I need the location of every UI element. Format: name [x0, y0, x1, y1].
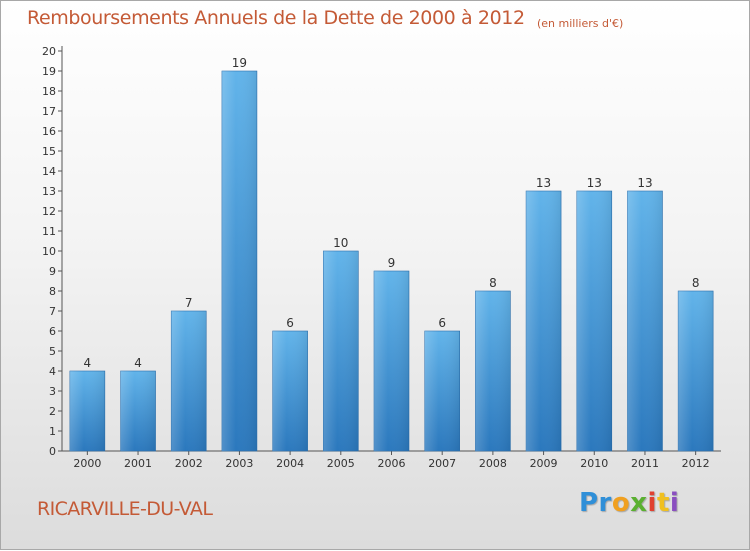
y-tick-label: 14 [42, 165, 56, 178]
x-tick-label: 2002 [175, 457, 203, 470]
bar-highlight [627, 191, 663, 451]
y-tick-label: 15 [42, 145, 56, 158]
y-tick-label: 4 [49, 365, 56, 378]
bar-highlight [526, 191, 562, 451]
bar-highlight [424, 331, 460, 451]
y-tick-label: 20 [42, 45, 56, 58]
y-tick-label: 12 [42, 205, 56, 218]
x-tick-label: 2000 [73, 457, 101, 470]
logo-part: i [647, 488, 657, 518]
x-tick-label: 2012 [682, 457, 710, 470]
y-tick-label: 9 [49, 265, 56, 278]
bar-highlight [475, 291, 511, 451]
y-tick-label: 2 [49, 405, 56, 418]
data-label: 9 [388, 256, 396, 270]
x-tick-label: 2003 [225, 457, 253, 470]
chart-title: Remboursements Annuels de la Dette de 20… [27, 7, 525, 29]
y-tick-label: 17 [42, 105, 56, 118]
x-tick-label: 2009 [530, 457, 558, 470]
y-tick-label: 7 [49, 305, 56, 318]
data-label: 19 [232, 56, 247, 70]
logo-part: o [611, 488, 631, 518]
logo-part: t [656, 488, 670, 518]
bar-highlight [221, 71, 257, 451]
y-tick-label: 19 [42, 65, 56, 78]
bars [69, 70, 714, 452]
logo-part: i [669, 488, 680, 518]
y-tick-label: 8 [49, 285, 56, 298]
x-tick-label: 2004 [276, 457, 304, 470]
data-label: 8 [489, 276, 497, 290]
y-tick-label: 13 [42, 185, 56, 198]
data-label: 4 [134, 356, 142, 370]
x-tick-label: 2001 [124, 457, 152, 470]
y-tick-label: 1 [49, 425, 56, 438]
y-tick-label: 0 [49, 445, 56, 458]
x-tick-label: 2011 [631, 457, 659, 470]
x-tick-label: 2010 [580, 457, 608, 470]
y-tick-label: 10 [42, 245, 56, 258]
data-label: 13 [637, 176, 652, 190]
y-tick-label: 6 [49, 325, 56, 338]
x-tick-label: 2006 [378, 457, 406, 470]
y-tick-label: 18 [42, 85, 56, 98]
x-tick-label: 2007 [428, 457, 456, 470]
data-label: 8 [692, 276, 700, 290]
bar-highlight [576, 191, 612, 451]
y-tick-label: 3 [49, 385, 56, 398]
value-labels: 4 4 7 19 6 10 9 6 8 13 13 13 8 [84, 56, 700, 370]
y-tick-label: 16 [42, 125, 56, 138]
y-tick-label: 11 [42, 225, 56, 238]
data-label: 13 [536, 176, 551, 190]
bar-highlight [678, 291, 714, 451]
chart-subtitle: (en milliers d'€) [537, 17, 624, 30]
proxiti-logo: Proxiti [579, 488, 679, 518]
x-tick-label: 2005 [327, 457, 355, 470]
bar-highlight [69, 371, 105, 451]
y-tick-label: 5 [49, 345, 56, 358]
commune-name: RICARVILLE-DU-VAL [37, 498, 213, 520]
bar-highlight [272, 331, 308, 451]
x-tick-label: 2008 [479, 457, 507, 470]
data-label: 4 [84, 356, 92, 370]
logo-part: Pr [579, 488, 612, 518]
bar-highlight [374, 271, 409, 451]
logo-part: x [630, 488, 648, 518]
bar-highlight [171, 311, 207, 451]
data-label: 10 [333, 236, 348, 250]
data-label: 6 [438, 316, 446, 330]
bar-highlight [323, 251, 359, 451]
data-label: 13 [587, 176, 602, 190]
data-label: 6 [286, 316, 294, 330]
data-label: 7 [185, 296, 193, 310]
bar-highlight [120, 371, 156, 451]
